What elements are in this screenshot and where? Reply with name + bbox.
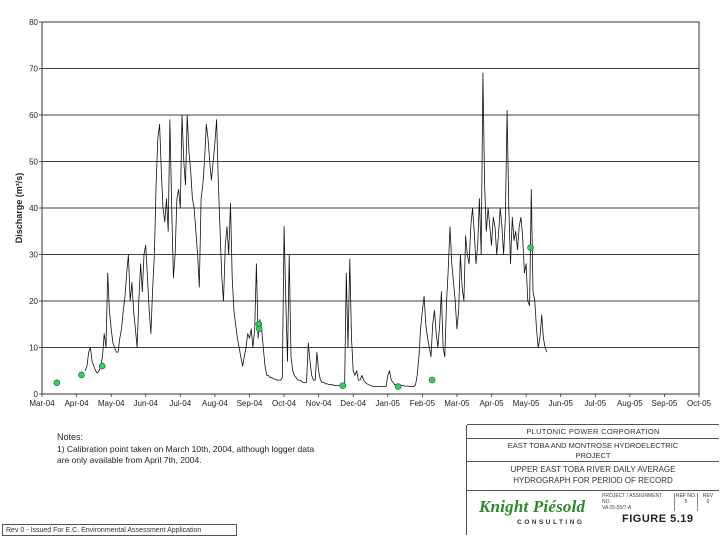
x-tick-label: Jan-05 bbox=[376, 399, 401, 408]
x-tick-label: Oct-04 bbox=[272, 399, 297, 408]
x-tick-label: Apr-04 bbox=[65, 399, 90, 408]
data-series bbox=[53, 72, 548, 390]
notes-line-1: 1) Calibration point taken on March 10th… bbox=[57, 444, 315, 454]
calibration-point bbox=[98, 362, 106, 370]
calibration-point bbox=[394, 383, 402, 390]
project-number-label: PROJECT / ASSIGNMENT NO. bbox=[602, 493, 663, 505]
rev-value: 0 bbox=[706, 499, 710, 505]
x-tick-label: Apr-05 bbox=[480, 399, 505, 408]
drawing-line-2: HYDROGRAPH FOR PERIOD OF RECORD bbox=[513, 476, 673, 485]
revision-note: Rev 0 - Issued For E.C. Environmental As… bbox=[2, 524, 237, 536]
title-block: PLUTONIC POWER CORPORATION EAST TOBA AND… bbox=[466, 424, 719, 535]
calibration-point bbox=[428, 376, 436, 384]
drawing-line-1: UPPER EAST TOBA RIVER DAILY AVERAGE bbox=[510, 465, 676, 474]
notes-block: Notes: 1) Calibration point taken on Mar… bbox=[57, 432, 357, 466]
rev-label: REV bbox=[702, 493, 714, 499]
x-tick-label: Feb-05 bbox=[410, 399, 436, 408]
x-tick-label: Aug-04 bbox=[202, 399, 228, 408]
drawing-title: UPPER EAST TOBA RIVER DAILY AVERAGE HYDR… bbox=[467, 461, 719, 491]
y-tick-label: 80 bbox=[29, 18, 38, 27]
ref-box: REF NO. 5 bbox=[674, 493, 697, 511]
notes-title: Notes: bbox=[57, 432, 84, 442]
y-tick-label: 60 bbox=[29, 111, 38, 120]
calibration-point bbox=[53, 379, 61, 387]
project-line-2: PROJECT bbox=[575, 451, 611, 460]
x-tick-label: Dec-04 bbox=[340, 399, 366, 408]
notes-line-2: are only available from April 7th, 2004. bbox=[57, 455, 202, 465]
x-tick-label: Sep-04 bbox=[237, 399, 263, 408]
y-axis-title: Discharge (m³/s) bbox=[14, 173, 24, 244]
x-tick-label: Mar-04 bbox=[29, 399, 55, 408]
x-tick-label: May-04 bbox=[98, 399, 125, 408]
calibration-point bbox=[255, 325, 263, 333]
project-name: EAST TOBA AND MONTROSE HYDROELECTRIC PRO… bbox=[467, 438, 719, 462]
y-tick-label: 70 bbox=[29, 65, 38, 74]
x-tick-label: Jun-05 bbox=[548, 399, 573, 408]
x-tick-label: Nov-04 bbox=[306, 399, 332, 408]
calibration-point bbox=[527, 244, 534, 251]
project-number-box: PROJECT / ASSIGNMENT NO. VA 05-55/7-A bbox=[602, 493, 672, 511]
y-tick-label: 20 bbox=[29, 297, 38, 306]
calibration-point bbox=[78, 371, 85, 379]
project-number-value: VA 05-55/7-A bbox=[602, 505, 632, 511]
y-tick-label: 0 bbox=[34, 390, 39, 399]
calibration-point bbox=[339, 382, 347, 389]
y-axis-ticks: 0 10 20 30 40 50 60 70 80 bbox=[29, 18, 42, 399]
plot-area-border bbox=[41, 21, 700, 395]
y-tick-label: 50 bbox=[29, 158, 38, 167]
logo-subtitle: CONSULTING bbox=[517, 519, 585, 526]
client-name: PLUTONIC POWER CORPORATION bbox=[467, 424, 719, 439]
x-tick-label: Jun-04 bbox=[134, 399, 159, 408]
discharge-line bbox=[84, 72, 548, 388]
x-tick-label: Oct-05 bbox=[687, 399, 712, 408]
x-tick-label: Jul-04 bbox=[169, 399, 191, 408]
y-tick-label: 30 bbox=[29, 251, 38, 260]
ref-value: 5 bbox=[684, 499, 688, 505]
rev-box: REV 0 bbox=[697, 493, 718, 511]
x-tick-label: Aug-05 bbox=[617, 399, 643, 408]
y-tick-label: 40 bbox=[29, 204, 38, 213]
logo-name: Knight Piésold bbox=[479, 497, 586, 516]
company-logo: Knight Piésold CONSULTING bbox=[479, 497, 594, 526]
figure-number: FIGURE 5.19 bbox=[622, 513, 694, 525]
x-axis-ticks: Mar-04 Apr-04 May-04 Jun-04 Jul-04 Aug-04 Sep-… bbox=[29, 394, 712, 408]
x-tick-label: Jul-05 bbox=[584, 399, 606, 408]
x-tick-label: Sep-05 bbox=[652, 399, 678, 408]
title-block-footer: Knight Piésold CONSULTING PROJECT / ASSI… bbox=[467, 490, 719, 535]
ref-label: REF NO. bbox=[675, 493, 697, 499]
y-tick-label: 10 bbox=[29, 344, 38, 353]
gridlines bbox=[42, 68, 699, 348]
x-tick-label: Mar-05 bbox=[444, 399, 470, 408]
project-line-1: EAST TOBA AND MONTROSE HYDROELECTRIC bbox=[507, 441, 679, 450]
x-tick-label: May-05 bbox=[513, 399, 540, 408]
